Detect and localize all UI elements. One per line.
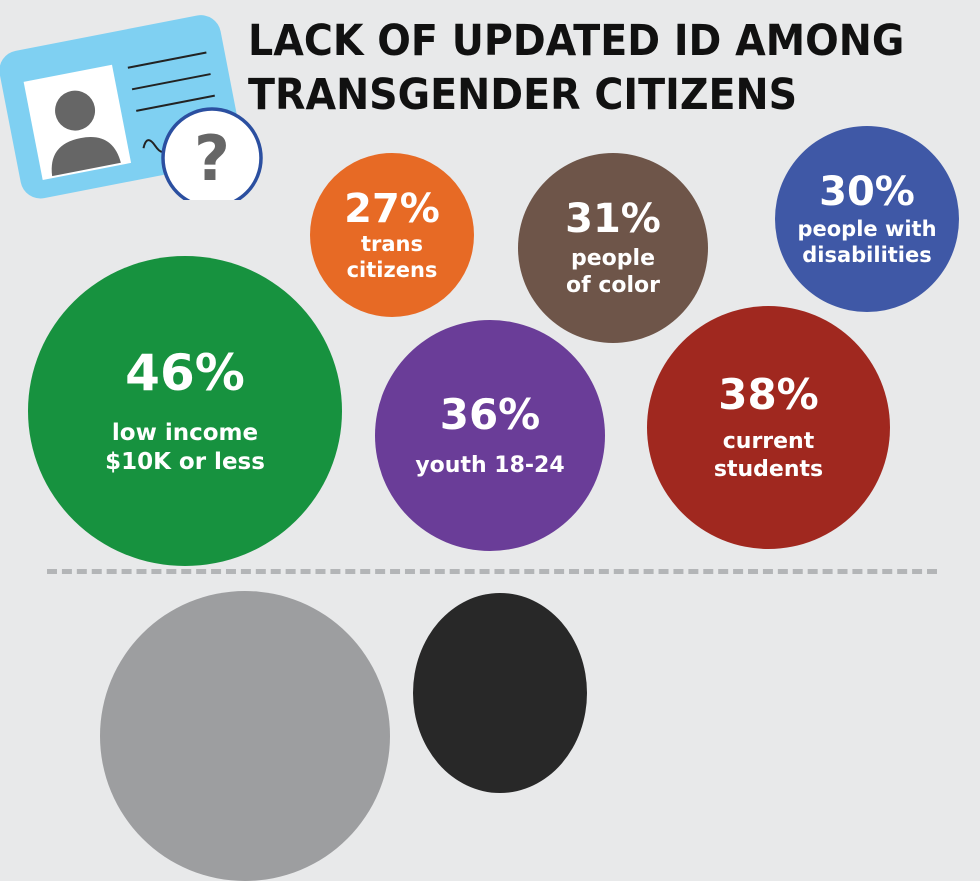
bubble-percent: 36% — [439, 389, 541, 439]
bottom-circle-gray — [100, 591, 390, 881]
bubble-percent: 30% — [819, 168, 915, 215]
bubble-percent: 38% — [718, 369, 819, 419]
bubble-label: low income — [111, 419, 259, 446]
bubble-label: current — [722, 429, 815, 455]
bubble-youth: 36% youth 18-24 — [375, 320, 605, 551]
bubble-percent: 31% — [565, 195, 661, 242]
bubble-percent: 27% — [344, 185, 440, 232]
bubble-disabilities: 30% people with disabilities — [775, 126, 959, 312]
bubble-label: of color — [565, 273, 660, 298]
bubble-label: people with — [797, 216, 937, 241]
bubble-label: disabilities — [802, 243, 932, 267]
svg-text:?: ? — [194, 122, 230, 195]
bubble-label: trans — [360, 231, 423, 256]
page-title: LACK OF UPDATED ID AMONG TRANSGENDER CIT… — [248, 14, 904, 122]
bubble-label: $10K or less — [105, 448, 265, 475]
bubble-students: 38% current students — [647, 306, 890, 549]
bubble-trans-citizens: 27% trans citizens — [310, 153, 474, 317]
title-line-2: TRANSGENDER CITIZENS — [248, 70, 798, 120]
bottom-circle-black — [413, 593, 587, 793]
bubble-people-of-color: 31% people of color — [518, 153, 708, 343]
bubble-label: citizens — [346, 258, 438, 282]
title-line-1: LACK OF UPDATED ID AMONG — [248, 16, 905, 66]
bubble-label: students — [713, 456, 824, 482]
question-mark-icon: ? — [161, 107, 263, 200]
bubble-low-income: 46% low income $10K or less — [28, 256, 342, 566]
bubble-percent: 46% — [125, 343, 245, 402]
id-card-icon: ? — [0, 15, 263, 200]
bubble-label: youth 18-24 — [415, 452, 565, 478]
dashed-divider — [47, 569, 937, 574]
bubble-label: people — [571, 245, 655, 271]
